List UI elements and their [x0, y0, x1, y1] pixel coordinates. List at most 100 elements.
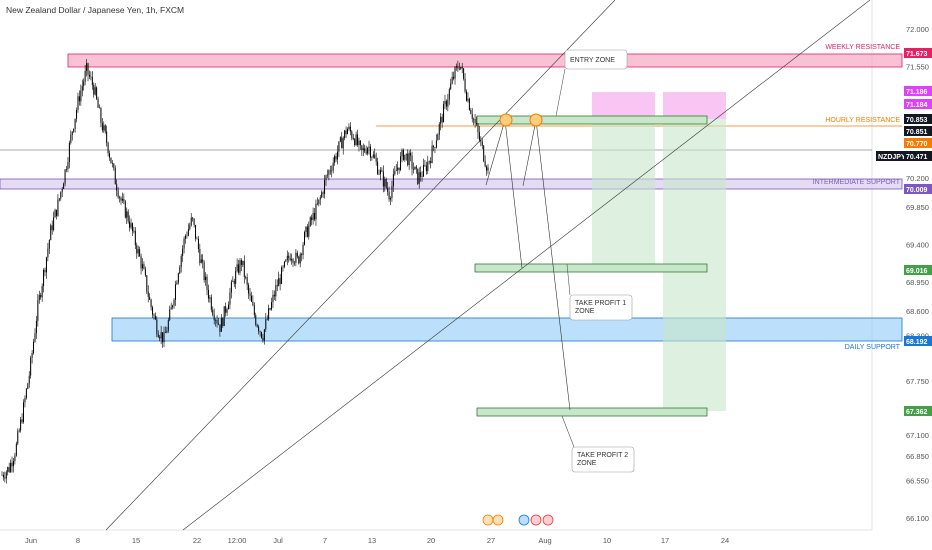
entry-marker-1[interactable]: [499, 113, 513, 127]
candle-body: [117, 190, 119, 198]
intermediate-support-zone[interactable]: [0, 178, 903, 190]
candle-body: [351, 131, 353, 138]
candle-body: [438, 123, 440, 135]
candle-body: [180, 255, 182, 268]
candle-body: [41, 286, 43, 298]
price-tag-label: 67.362: [906, 409, 928, 416]
candle-body: [362, 148, 364, 150]
candle-body: [45, 257, 47, 273]
tp1-zone-rect[interactable]: [474, 263, 708, 273]
event-flag-icon[interactable]: [492, 514, 504, 526]
candle-body: [299, 254, 301, 264]
candle-body: [398, 167, 400, 170]
candle-body: [331, 170, 333, 172]
candle-body: [460, 66, 462, 69]
candle-body: [116, 184, 118, 191]
candle-body: [465, 91, 467, 101]
candle-body: [47, 248, 49, 258]
candle-body: [401, 149, 403, 157]
weekly-resistance-zone[interactable]: [67, 53, 903, 68]
y-tick-label: 69.850: [906, 203, 929, 212]
event-icons[interactable]: [482, 514, 554, 526]
trend-line-steep[interactable]: [105, 0, 616, 531]
candle-body: [100, 108, 102, 123]
candle-body: [81, 86, 83, 91]
candle-body: [31, 352, 33, 358]
tp1-zone-label-2: ZONE: [575, 308, 595, 315]
candle-body: [321, 192, 323, 198]
candle-body: [179, 267, 181, 274]
x-axis-ticks: Jun 8 15 22 12:00 Jul 7 13 20 27 Aug 10 17 24: [25, 536, 729, 545]
candle-body: [186, 235, 188, 237]
event-flag-icon[interactable]: [542, 514, 554, 526]
daily-support-label: DAILY SUPPORT: [845, 344, 901, 351]
candle-body: [152, 307, 154, 315]
candle-body: [219, 324, 221, 332]
trend-line-shallow[interactable]: [182, 0, 871, 531]
price-tag: 70.851: [904, 126, 932, 136]
candle-body: [395, 170, 397, 172]
candle-body: [207, 289, 209, 299]
candle-body: [120, 197, 122, 201]
candle-body: [451, 76, 453, 84]
candle-body: [60, 191, 62, 199]
candle-body: [326, 174, 328, 176]
candle-body: [169, 309, 171, 321]
tp2-callout[interactable]: [571, 446, 635, 473]
candle-body: [345, 130, 347, 135]
candle-body: [129, 221, 131, 228]
candle-body: [414, 166, 416, 170]
price-tag: 70.009: [904, 184, 932, 194]
candle-body: [250, 295, 252, 302]
tp2-zone-rect[interactable]: [476, 407, 708, 417]
candle-body: [430, 161, 432, 163]
daily-support-zone[interactable]: [111, 317, 903, 342]
candles: [1, 59, 489, 484]
candle-body: [106, 131, 108, 143]
candle-body: [233, 280, 235, 284]
price-tag: 69.016: [904, 265, 932, 275]
candle-body: [410, 152, 412, 156]
event-flag-icon[interactable]: [530, 514, 542, 526]
x-tick-label: 27: [487, 536, 495, 545]
candle-body: [375, 158, 377, 162]
entry-callout[interactable]: [564, 49, 628, 70]
event-flag-icon[interactable]: [518, 514, 530, 526]
candle-body: [54, 209, 56, 218]
candle-body: [477, 124, 479, 133]
entry-zone-rect[interactable]: [476, 115, 708, 125]
entry-marker-2[interactable]: [529, 113, 543, 127]
candle-body: [358, 140, 360, 146]
candle-body: [420, 172, 422, 177]
candle-body: [372, 154, 374, 158]
candle-body: [109, 153, 111, 158]
tp1-callout-pointer: [566, 263, 571, 296]
candle-body: [173, 299, 175, 306]
tp1-callout[interactable]: [569, 294, 633, 321]
candle-body: [130, 223, 132, 228]
candle-body: [402, 149, 404, 160]
candle-body: [76, 109, 78, 119]
candle-body: [202, 259, 204, 263]
price-tag: NZDJPY: [876, 151, 906, 161]
candle-body: [43, 269, 45, 287]
x-tick-label: 20: [427, 536, 435, 545]
candle-body: [248, 284, 250, 294]
candle-body: [296, 252, 298, 257]
candle-body: [453, 76, 455, 79]
candle-body: [309, 217, 311, 226]
y-tick-label: 72.000: [906, 25, 929, 34]
candle-body: [150, 299, 152, 308]
candle-body: [71, 131, 73, 135]
candle-body: [133, 230, 135, 232]
price-tag-bg: [904, 184, 932, 194]
candle-body: [381, 170, 383, 172]
tp2-callout-pointer: [561, 415, 575, 448]
candle-body: [371, 157, 373, 158]
event-flag-icon[interactable]: [482, 514, 494, 526]
candle-body: [2, 475, 4, 478]
candle-body: [473, 118, 475, 120]
candle-body: [119, 197, 121, 198]
candle-body: [400, 156, 402, 170]
